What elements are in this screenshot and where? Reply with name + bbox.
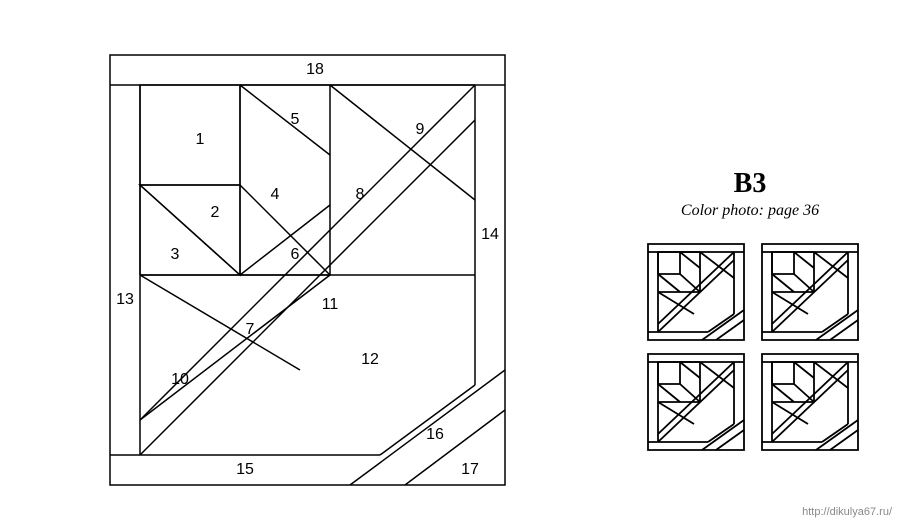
label-16: 16 xyxy=(426,426,444,443)
label-5: 5 xyxy=(291,111,300,128)
block-caption: Color photo: page 36 xyxy=(640,202,860,220)
label-2: 2 xyxy=(211,204,220,221)
label-18: 18 xyxy=(306,61,324,78)
label-4: 4 xyxy=(271,186,280,203)
thumbnail-grid xyxy=(646,242,864,452)
thumbnail xyxy=(646,242,746,342)
block-code: B3 xyxy=(640,168,860,200)
label-3: 3 xyxy=(171,246,180,263)
thumbnail xyxy=(760,352,860,452)
main-block-svg: 1 2 3 4 5 6 7 8 9 10 11 12 13 14 15 16 1… xyxy=(70,40,540,490)
title-block: B3 Color photo: page 36 xyxy=(640,168,860,220)
thumbnail xyxy=(646,352,746,452)
label-9: 9 xyxy=(416,121,425,138)
label-1: 1 xyxy=(196,131,205,148)
label-14: 14 xyxy=(481,226,499,243)
watermark: http://dikulya67.ru/ xyxy=(802,506,892,518)
main-quilt-block: 1 2 3 4 5 6 7 8 9 10 11 12 13 14 15 16 1… xyxy=(70,40,540,490)
label-10: 10 xyxy=(171,371,189,388)
label-11: 11 xyxy=(322,296,339,313)
label-6: 6 xyxy=(291,246,300,263)
label-15: 15 xyxy=(236,461,254,478)
label-7: 7 xyxy=(246,321,255,338)
label-12: 12 xyxy=(361,351,379,368)
thumbnail xyxy=(760,242,860,342)
label-17: 17 xyxy=(461,461,479,478)
label-13: 13 xyxy=(116,291,134,308)
label-8: 8 xyxy=(356,186,365,203)
